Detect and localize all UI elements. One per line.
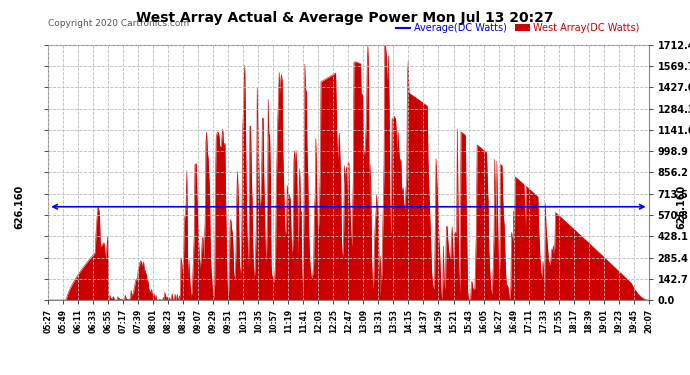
Text: 626.160: 626.160 <box>677 184 687 229</box>
Text: Copyright 2020 Cartronics.com: Copyright 2020 Cartronics.com <box>48 20 190 28</box>
Legend: Average(DC Watts), West Array(DC Watts): Average(DC Watts), West Array(DC Watts) <box>392 19 644 37</box>
Text: West Array Actual & Average Power Mon Jul 13 20:27: West Array Actual & Average Power Mon Ju… <box>136 11 554 25</box>
Text: 626.160: 626.160 <box>14 184 24 229</box>
